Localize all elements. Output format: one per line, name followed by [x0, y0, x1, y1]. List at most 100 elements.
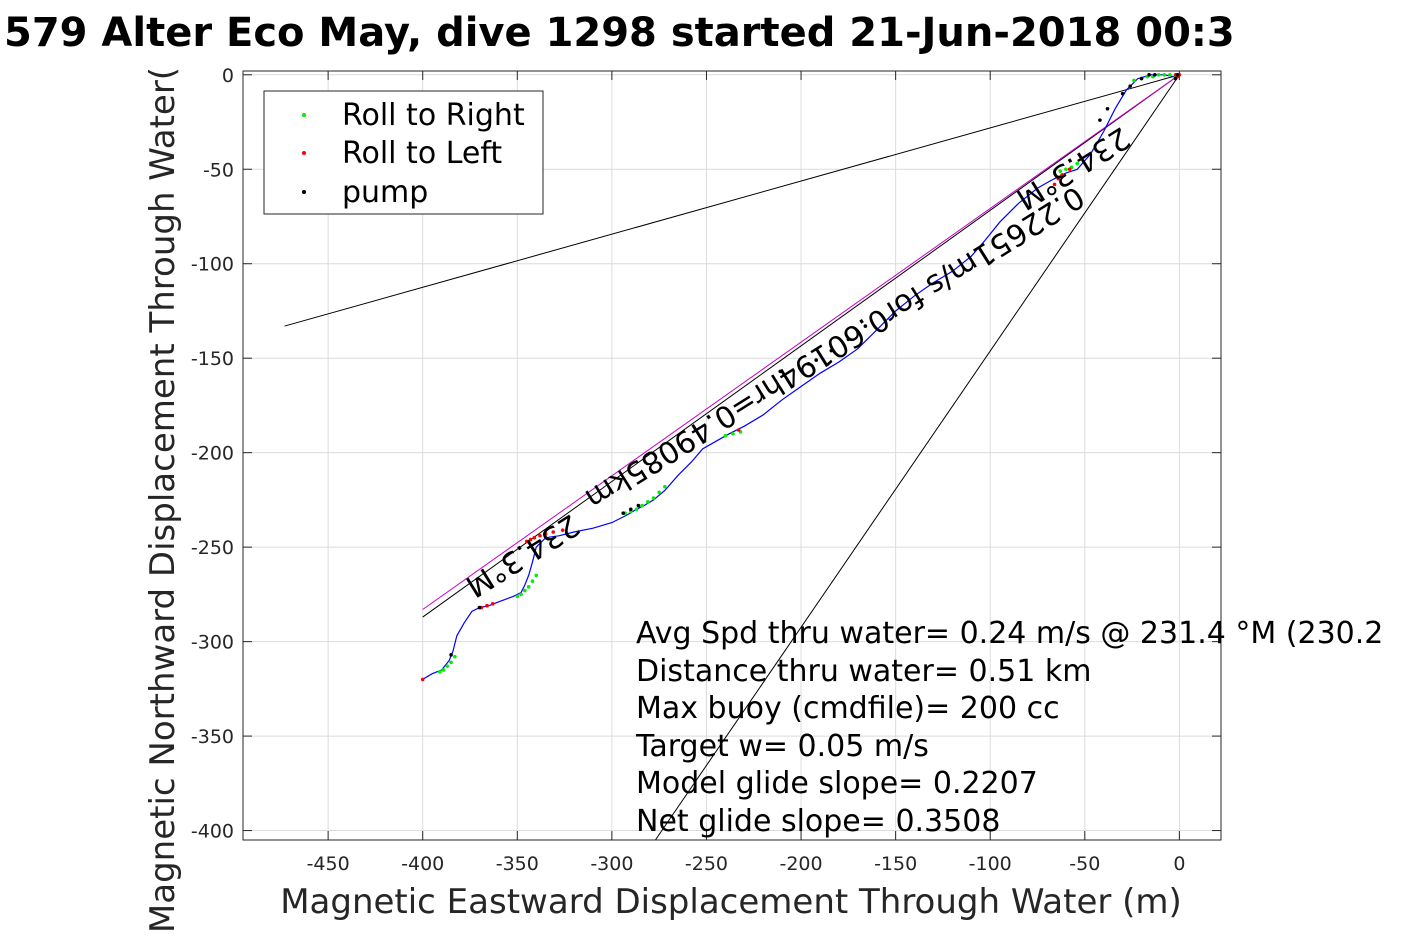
x-tick-label: -300: [590, 853, 633, 875]
roll-left-point: [485, 603, 489, 608]
reference-line: [422, 74, 1180, 618]
pump-point: [628, 507, 633, 512]
pump-point: [863, 324, 868, 328]
pump-point: [1147, 72, 1151, 77]
y-tick-label: -150: [191, 348, 234, 370]
y-tick-label: -400: [191, 821, 234, 843]
roll-right-point: [1075, 161, 1080, 166]
annotation-distance: Distance thru water= 0.51 km: [636, 654, 1091, 689]
pump-point: [1105, 106, 1110, 111]
roll-right-point: [657, 490, 661, 495]
pump-point: [1120, 91, 1125, 96]
x-tick-label: -200: [779, 853, 822, 875]
roll-left-point: [420, 677, 425, 682]
roll-right-point: [1132, 78, 1136, 83]
x-tick-label: -400: [401, 853, 444, 875]
pump-point: [1139, 76, 1144, 81]
x-tick-label: -250: [685, 853, 728, 875]
y-tick-label: -300: [191, 632, 234, 654]
pump-point: [814, 358, 818, 362]
y-tick-label: 0: [222, 65, 234, 87]
roll-right-point: [449, 660, 453, 665]
pump-point: [477, 605, 482, 610]
pump-point: [829, 348, 834, 353]
roll-right-point: [731, 431, 735, 436]
plot-frame: [242, 70, 1222, 841]
roll-right-point: [1064, 167, 1068, 172]
roll-left-point: [528, 537, 533, 542]
roll-left-point: [1067, 167, 1072, 172]
x-tick-labels: -450 -400 -350 -300 -250 -200 -150 -100 -50 0: [307, 853, 1186, 875]
y-tick-label: -350: [191, 726, 234, 748]
x-tick-label: 0: [1173, 853, 1185, 875]
track-layer: [422, 74, 1180, 680]
annotation-model-glide-slope: Model glide slope= 0.2207: [636, 766, 1038, 801]
legend-marker-roll-right: [302, 113, 306, 117]
annotation-net-glide-slope: Net glide slope= 0.3508: [636, 804, 1000, 839]
roll-right-point: [526, 585, 531, 589]
chart-title: 579 Alter Eco May, dive 1298 started 21-…: [4, 10, 1235, 56]
roll-left-point: [736, 428, 741, 432]
roll-left-point: [1052, 182, 1057, 187]
roll-right-point: [437, 670, 442, 674]
legend-label-pump: pump: [342, 175, 428, 210]
legend-label-roll-right: Roll to Right: [342, 98, 525, 133]
dive-track-line: [422, 74, 1180, 680]
roll-right-point: [634, 507, 639, 512]
legend-marker-roll-left: [302, 151, 306, 155]
y-tick-label: -50: [203, 159, 234, 181]
y-tick-label: -250: [191, 537, 234, 559]
pump-point: [1152, 72, 1157, 77]
legend-marker-pump: [302, 190, 306, 194]
roll-left-point: [490, 602, 495, 606]
roll-right-point: [651, 496, 656, 500]
roll-left-point: [1060, 173, 1064, 177]
roll-left-point: [543, 532, 548, 536]
roll-left-point: [1056, 176, 1061, 181]
pump-point: [1098, 118, 1102, 122]
roll-left-point: [524, 539, 529, 544]
pump-point: [1128, 84, 1132, 88]
x-tick-label: -150: [874, 853, 917, 875]
roll-right-point: [1168, 72, 1172, 77]
x-tick-label: -100: [969, 853, 1012, 875]
roll-right-point: [1058, 169, 1063, 173]
reference-lines: [284, 74, 1180, 841]
legend-box: [263, 90, 544, 215]
roll-right-point: [723, 433, 728, 438]
roll-right-point: [534, 573, 539, 578]
annotation-max-buoy: Max buoy (cmdfile)= 200 cc: [636, 691, 1060, 726]
pump-point: [846, 337, 851, 342]
roll-right-point: [1162, 72, 1167, 77]
y-axis-label: Magnetic Northward Displacement Through …: [143, 67, 183, 933]
roll-right-point: [523, 588, 527, 593]
x-axis-label: Magnetic Eastward Displacement Through W…: [280, 882, 1182, 922]
roll-left-point: [560, 528, 565, 532]
pump-point: [778, 369, 783, 374]
pump-point: [636, 503, 641, 508]
stats-annotation-block: Avg Spd thru water= 0.24 m/s @ 231.4 °M …: [635, 616, 1383, 839]
reference-line: [422, 74, 1180, 610]
pump-point: [1173, 76, 1178, 81]
roll-right-point: [663, 484, 667, 489]
legend: Roll to Right Roll to Left pump: [263, 90, 544, 215]
roll-right-point: [453, 654, 457, 659]
pump-point: [621, 511, 626, 515]
roll-right-point: [515, 594, 520, 599]
roll-right-point: [646, 499, 650, 504]
marker-layer: [420, 72, 1182, 682]
roll-right-point: [519, 592, 523, 597]
legend-label-roll-left: Roll to Left: [342, 136, 502, 171]
rotated-annotation: 0.22651m/s for0.60194hr=0.49085km: [579, 179, 1090, 517]
pump-point: [806, 362, 811, 366]
annotation-avg-speed: Avg Spd thru water= 0.24 m/s @ 231.4 °M …: [636, 616, 1383, 651]
roll-left-point: [551, 530, 556, 534]
pump-point: [1175, 72, 1180, 77]
roll-right-point: [445, 664, 450, 668]
roll-right-point: [530, 579, 535, 583]
rotated-annotations: 234.3°M0.22651m/s for0.60194hr=0.49085km…: [459, 119, 1136, 603]
roll-left-point: [538, 534, 542, 538]
roll-right-point: [1156, 72, 1161, 77]
annotation-target-w: Target w= 0.05 m/s: [635, 729, 929, 764]
